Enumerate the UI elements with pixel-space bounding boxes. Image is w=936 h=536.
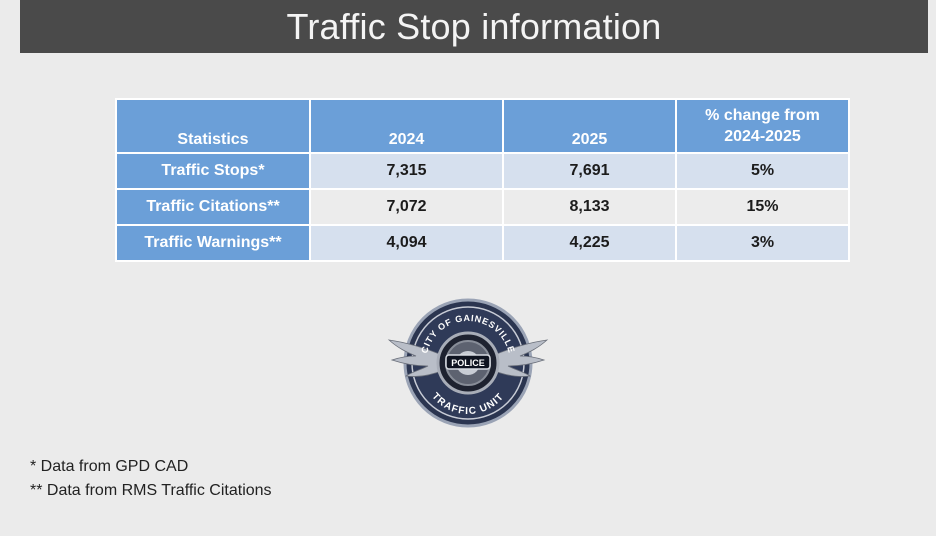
cell-change: 15%	[675, 188, 850, 226]
header-2025: 2025	[502, 98, 677, 154]
cell-2024: 7,072	[309, 188, 504, 226]
footnote-rms: ** Data from RMS Traffic Citations	[30, 482, 272, 499]
table-row: Traffic Citations** 7,072 8,133 15%	[115, 188, 850, 226]
table-row: Traffic Warnings** 4,094 4,225 3%	[115, 224, 850, 262]
cell-2025: 7,691	[502, 152, 677, 190]
header-percent-change: % change from 2024-2025	[675, 98, 850, 154]
cell-2024: 7,315	[309, 152, 504, 190]
slide-title: Traffic Stop information	[286, 5, 662, 47]
cell-2025: 8,133	[502, 188, 677, 226]
cell-change: 5%	[675, 152, 850, 190]
header-percent-change-text: % change from 2024-2025	[705, 107, 820, 145]
traffic-unit-logo: POLICE CITY OF GAINESVILLE TRAFFIC UNIT	[387, 298, 549, 428]
header-2024: 2024	[309, 98, 504, 154]
wings-icon	[387, 339, 549, 377]
header-statistics: Statistics	[115, 98, 311, 154]
cell-2025: 4,225	[502, 224, 677, 262]
table-header-row: Statistics 2024 2025 % change from 2024-2…	[115, 98, 850, 154]
row-label-traffic-warnings: Traffic Warnings**	[115, 224, 311, 262]
traffic-stats-table: Statistics 2024 2025 % change from 2024-2…	[115, 98, 850, 262]
table-row: Traffic Stops* 7,315 7,691 5%	[115, 152, 850, 190]
cell-2024: 4,094	[309, 224, 504, 262]
cell-change: 3%	[675, 224, 850, 262]
row-label-traffic-stops: Traffic Stops*	[115, 152, 311, 190]
logo-center-text: POLICE	[451, 358, 485, 368]
footnote-cad: * Data from GPD CAD	[30, 458, 189, 475]
row-label-traffic-citations: Traffic Citations**	[115, 188, 311, 226]
title-bar: Traffic Stop information	[20, 0, 928, 53]
footnotes: * Data from GPD CAD ** Data from RMS Tra…	[30, 455, 272, 503]
